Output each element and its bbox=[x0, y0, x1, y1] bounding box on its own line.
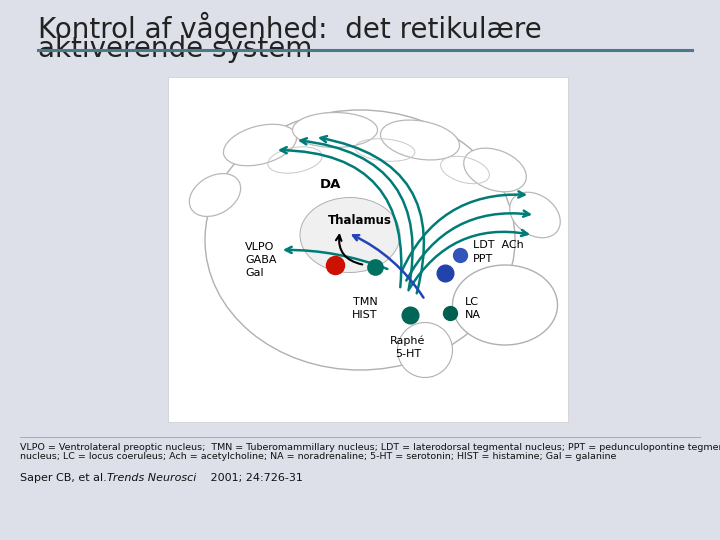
FancyBboxPatch shape bbox=[168, 77, 568, 422]
Text: Trends Neurosci: Trends Neurosci bbox=[107, 473, 197, 483]
Text: Kontrol af vågenhed:  det retikulære: Kontrol af vågenhed: det retikulære bbox=[38, 12, 541, 44]
Ellipse shape bbox=[300, 198, 400, 273]
Text: VLPO
GABA
Gal: VLPO GABA Gal bbox=[245, 242, 276, 278]
Text: nucleus; LC = locus coeruleus; Ach = acetylcholine; NA = noradrenaline; 5-HT = s: nucleus; LC = locus coeruleus; Ach = ace… bbox=[20, 452, 616, 461]
Text: Raphé
5-HT: Raphé 5-HT bbox=[390, 335, 426, 359]
Text: aktiverende system: aktiverende system bbox=[38, 35, 312, 63]
Text: Thalamus: Thalamus bbox=[328, 214, 392, 227]
Ellipse shape bbox=[464, 148, 526, 192]
Ellipse shape bbox=[397, 322, 452, 377]
Ellipse shape bbox=[452, 265, 557, 345]
Ellipse shape bbox=[223, 124, 297, 166]
Ellipse shape bbox=[189, 173, 240, 217]
Ellipse shape bbox=[292, 112, 377, 147]
Text: LDT  ACh
PPT: LDT ACh PPT bbox=[473, 240, 523, 264]
Text: 2001; 24:726-31: 2001; 24:726-31 bbox=[207, 473, 303, 483]
Text: LC
NA: LC NA bbox=[465, 297, 481, 320]
Text: DA: DA bbox=[319, 179, 341, 192]
Ellipse shape bbox=[380, 120, 459, 160]
Ellipse shape bbox=[205, 110, 515, 370]
Text: VLPO = Ventrolateral preoptic nucleus;  TMN = Tuberomammillary nucleus; LDT = la: VLPO = Ventrolateral preoptic nucleus; T… bbox=[20, 443, 720, 452]
Ellipse shape bbox=[510, 192, 560, 238]
Text: TMN
HIST: TMN HIST bbox=[352, 297, 378, 320]
Text: Saper CB, et al.: Saper CB, et al. bbox=[20, 473, 110, 483]
